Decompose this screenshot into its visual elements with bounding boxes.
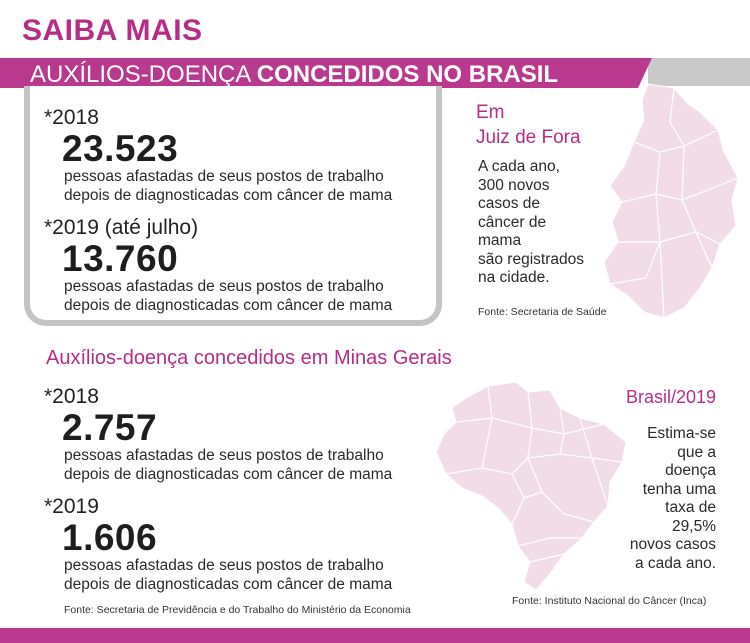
- minas-gerais-title: Auxílios-doença concedidos em Minas Gera…: [46, 347, 452, 369]
- stat-value: 23.523: [62, 128, 179, 169]
- br-text-line: que a: [677, 443, 716, 461]
- stat-desc-line: depois de diagnosticadas com câncer de m…: [64, 576, 393, 593]
- br-text-line: novos casos: [629, 536, 716, 553]
- jf-text-line: são registrados: [478, 250, 584, 268]
- title-banner: [0, 58, 652, 88]
- stat-year: *2018: [44, 106, 99, 129]
- stat-desc-line: pessoas afastadas de seus postos de trab…: [64, 557, 384, 574]
- juiz-de-fora-title-line: Em: [476, 102, 505, 123]
- stat-desc-line: pessoas afastadas de seus postos de trab…: [64, 447, 384, 464]
- source-note-jf: Fonte: Secretaria de Saúde: [478, 306, 607, 318]
- kicker-title: SAIBA MAIS: [22, 14, 203, 47]
- banner-title-bold: CONCEDIDOS NO BRASIL: [256, 61, 559, 88]
- banner-title-light: AUXÍLIOS-DOENÇA: [30, 61, 251, 88]
- brasil-text: Estima-se que a doença tenha uma taxa de…: [596, 425, 716, 573]
- br-text-line: Estima-se: [647, 425, 716, 442]
- stat-value: 2.757: [62, 407, 158, 448]
- brasil-title: Brasil/2019: [625, 387, 716, 407]
- br-text-line: taxa de: [665, 499, 716, 516]
- br-text-line: doença: [665, 462, 716, 479]
- stat-desc-line: depois de diagnosticadas com câncer de m…: [64, 187, 393, 204]
- bottom-bar: [0, 628, 750, 643]
- br-text-line: 29,5%: [672, 517, 716, 535]
- juiz-de-fora-title: Em Juiz de Fora: [476, 100, 581, 150]
- stat-value: 13.760: [62, 238, 179, 279]
- banner-title: AUXÍLIOS-DOENÇA CONCEDIDOS NO BRASIL: [30, 61, 558, 89]
- stat-year: *2018: [44, 385, 99, 408]
- br-text-line: tenha uma: [642, 480, 716, 498]
- stat-value: 1.606: [62, 517, 158, 558]
- stat-year: *2019: [44, 495, 99, 518]
- stat-desc-line: depois de diagnosticadas com câncer de m…: [64, 466, 393, 483]
- juiz-de-fora-map: [603, 83, 739, 319]
- stat-desc-line: pessoas afastadas de seus postos de trab…: [64, 168, 384, 185]
- juiz-de-fora-text: A cada ano, 300 novos casos de câncer de…: [478, 158, 584, 288]
- stat-desc-line: depois de diagnosticadas com câncer de m…: [64, 297, 393, 314]
- brazil-map: [435, 381, 627, 591]
- banner-gray-tail: [648, 58, 750, 86]
- jf-text-line: mama: [478, 232, 522, 249]
- brazil-stats-box: [24, 86, 442, 326]
- jf-text-line: casos de: [478, 195, 541, 212]
- jf-text-line: na cidade.: [478, 269, 550, 286]
- stat-desc-line: pessoas afastadas de seus postos de trab…: [64, 278, 384, 295]
- br-text-line: a cada ano.: [634, 554, 716, 572]
- juiz-de-fora-title-line: Juiz de Fora: [476, 127, 581, 148]
- jf-text-line: A cada ano,: [478, 158, 560, 175]
- jf-text-line: 300 novos: [478, 176, 550, 194]
- stat-year: *2019 (até julho): [44, 216, 199, 239]
- source-note-inca: Fonte: Instituto Nacional do Câncer (Inc…: [512, 595, 707, 607]
- jf-text-line: câncer de: [478, 213, 547, 231]
- source-note-mg: Fonte: Secretaria de Previdência e do Tr…: [64, 604, 411, 616]
